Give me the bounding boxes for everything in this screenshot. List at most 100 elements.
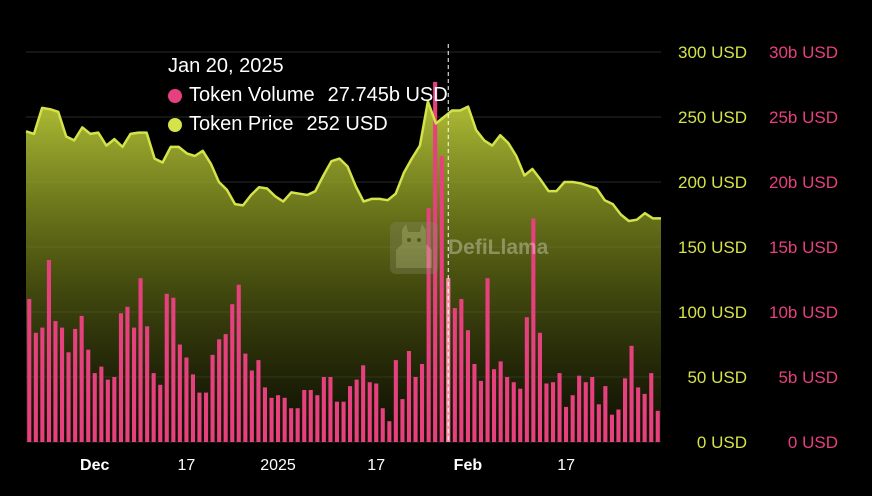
volume-bar[interactable] (642, 393, 647, 442)
volume-bar[interactable] (145, 326, 150, 442)
volume-bar[interactable] (66, 352, 71, 442)
volume-bar[interactable] (249, 370, 254, 443)
volume-bar[interactable] (79, 315, 84, 442)
volume-bar[interactable] (132, 327, 137, 442)
volume-bar[interactable] (518, 388, 523, 442)
volume-bar[interactable] (302, 390, 307, 442)
volume-bar[interactable] (348, 386, 353, 442)
volume-bar[interactable] (184, 357, 189, 443)
volume-bar[interactable] (171, 297, 176, 442)
volume-bar[interactable] (367, 382, 372, 442)
volume-bar[interactable] (204, 392, 209, 442)
volume-bar[interactable] (636, 387, 641, 442)
volume-bar[interactable] (557, 373, 562, 442)
x-tick-label: 2025 (260, 457, 296, 474)
volume-bar[interactable] (99, 366, 104, 442)
volume-bar[interactable] (511, 382, 516, 442)
volume-bar[interactable] (465, 330, 470, 442)
volume-bar[interactable] (380, 408, 385, 442)
volume-bar[interactable] (243, 353, 248, 442)
volume-bar[interactable] (321, 377, 326, 442)
volume-bar[interactable] (112, 377, 117, 442)
volume-bar[interactable] (256, 360, 261, 442)
volume-bar[interactable] (230, 304, 235, 442)
volume-bar[interactable] (531, 218, 536, 442)
volume-bar[interactable] (289, 408, 294, 442)
volume-bar[interactable] (485, 278, 490, 442)
volume-bar[interactable] (609, 414, 614, 442)
volume-tick-label: 25b USD (769, 108, 838, 127)
volume-bar[interactable] (276, 395, 281, 442)
volume-bar[interactable] (577, 375, 582, 442)
volume-bar[interactable] (387, 421, 392, 442)
volume-bar[interactable] (623, 378, 628, 442)
volume-bar[interactable] (564, 406, 569, 442)
volume-bar[interactable] (60, 327, 65, 442)
volume-bar[interactable] (420, 364, 425, 442)
volume-bar[interactable] (33, 332, 38, 442)
volume-bar[interactable] (406, 351, 411, 442)
volume-bar[interactable] (315, 395, 320, 442)
volume-bar[interactable] (374, 383, 379, 443)
volume-bar[interactable] (27, 299, 32, 442)
volume-bar[interactable] (164, 293, 169, 442)
volume-bar[interactable] (118, 313, 123, 442)
volume-bar[interactable] (478, 380, 483, 442)
volume-bar[interactable] (459, 299, 464, 442)
volume-bar[interactable] (498, 361, 503, 442)
volume-bar[interactable] (177, 344, 182, 443)
volume-bar[interactable] (452, 308, 457, 442)
volume-bar[interactable] (551, 382, 556, 442)
volume-bar[interactable] (472, 364, 477, 442)
volume-bar[interactable] (596, 404, 601, 442)
volume-bar[interactable] (125, 306, 130, 442)
volume-bar[interactable] (649, 373, 654, 442)
volume-bar[interactable] (158, 384, 163, 442)
volume-bar[interactable] (537, 332, 542, 442)
volume-bar[interactable] (40, 327, 45, 442)
volume-bar[interactable] (590, 377, 595, 442)
volume-bar[interactable] (492, 369, 497, 442)
volume-bar[interactable] (413, 377, 418, 442)
volume-bar[interactable] (269, 397, 274, 442)
volume-bar[interactable] (197, 392, 202, 442)
volume-bar[interactable] (262, 387, 267, 442)
volume-bar[interactable] (341, 401, 346, 442)
volume-bar[interactable] (210, 354, 215, 442)
volume-bar[interactable] (334, 401, 339, 442)
price-tick-label: 50 USD (687, 368, 747, 387)
volume-bar[interactable] (544, 383, 549, 443)
volume-bar[interactable] (223, 334, 228, 442)
volume-bar[interactable] (46, 260, 51, 442)
volume-bar[interactable] (616, 409, 621, 443)
volume-bar[interactable] (295, 408, 300, 442)
volume-bar[interactable] (426, 208, 431, 442)
price-tick-label: 0 USD (697, 433, 747, 452)
volume-bar[interactable] (361, 365, 366, 442)
volume-bar[interactable] (570, 395, 575, 442)
volume-bar[interactable] (505, 377, 510, 442)
volume-bar[interactable] (308, 390, 313, 442)
volume-bar[interactable] (354, 379, 359, 442)
volume-bar[interactable] (393, 360, 398, 442)
volume-bar[interactable] (151, 373, 156, 442)
volume-bar[interactable] (439, 156, 444, 442)
volume-bar[interactable] (73, 328, 78, 442)
volume-bar[interactable] (328, 377, 333, 442)
volume-bar[interactable] (236, 284, 241, 442)
volume-bar[interactable] (282, 397, 287, 442)
volume-bar[interactable] (190, 374, 195, 442)
volume-bar[interactable] (433, 81, 438, 443)
volume-bar[interactable] (217, 339, 222, 442)
volume-bar[interactable] (92, 373, 97, 442)
volume-bar[interactable] (603, 386, 608, 442)
volume-bar[interactable] (583, 382, 588, 442)
volume-bar[interactable] (655, 410, 660, 442)
volume-bar[interactable] (138, 278, 143, 442)
volume-bar[interactable] (629, 345, 634, 442)
volume-bar[interactable] (86, 349, 91, 442)
volume-bar[interactable] (400, 399, 405, 442)
volume-bar[interactable] (105, 379, 110, 442)
volume-bar[interactable] (524, 317, 529, 442)
volume-bar[interactable] (53, 321, 58, 442)
